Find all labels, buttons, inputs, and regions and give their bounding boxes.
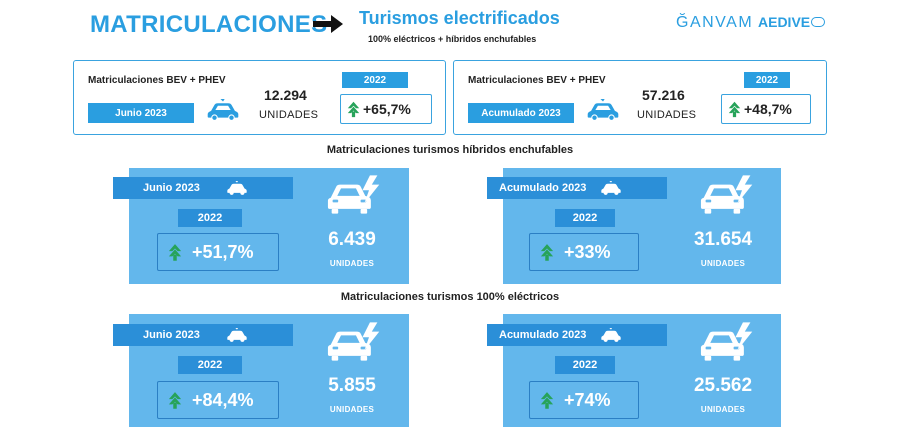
period-pill: Junio 2023 <box>88 103 194 123</box>
summary-label: Matriculaciones BEV + PHEV <box>468 75 606 86</box>
electric-car-icon <box>700 320 756 362</box>
change-value: +48,7% <box>744 101 792 117</box>
aedive-bubble-icon <box>811 17 826 27</box>
ganvam-logo: ĞANVAM <box>676 14 754 31</box>
electric-car-icon <box>327 173 383 215</box>
up-arrow-icon <box>168 390 182 410</box>
period-label: Acumulado 2023 <box>499 182 587 194</box>
electric-car-icon <box>226 181 248 195</box>
period-tab: Junio 2023 <box>113 177 293 199</box>
subtitle-note: 100% eléctricos + híbridos enchufables <box>368 34 537 44</box>
change-value: +65,7% <box>363 101 411 117</box>
page-subtitle: Turismos electrificados <box>359 8 560 28</box>
period-label: Junio 2023 <box>143 329 200 341</box>
summary-value: 12.294 <box>264 87 307 103</box>
up-arrow-icon <box>540 242 554 262</box>
arrow-right-icon <box>313 15 343 33</box>
change-box: +48,7% <box>721 94 811 124</box>
bev-section-title: Matriculaciones turismos 100% eléctricos <box>340 291 560 303</box>
period-label: Acumulado 2023 <box>499 329 587 341</box>
panel-value: 6.439 <box>328 229 376 250</box>
change-box: +84,4% <box>157 381 279 419</box>
up-arrow-icon <box>168 242 182 262</box>
up-arrow-icon <box>728 100 741 118</box>
change-box: +65,7% <box>340 94 432 124</box>
year-pill: 2022 <box>178 209 242 227</box>
change-value: +84,4% <box>192 389 254 410</box>
electric-car-icon <box>327 320 383 362</box>
electric-car-icon <box>586 98 620 122</box>
summary-units: UNIDADES <box>259 109 319 121</box>
up-arrow-icon <box>347 100 360 118</box>
year-pill: 2022 <box>178 356 242 374</box>
summary-value: 57.216 <box>642 87 685 103</box>
summary-card-june: Matriculaciones BEV + PHEV Junio 2023 12… <box>73 60 446 135</box>
phev-section-title: Matriculaciones turismos híbridos enchuf… <box>326 144 574 156</box>
period-tab: Junio 2023 <box>113 324 293 346</box>
change-value: +51,7% <box>192 241 254 262</box>
aedive-logo: AEDIVE <box>758 14 826 30</box>
electric-car-icon <box>700 173 756 215</box>
period-pill: Acumulado 2023 <box>468 103 574 123</box>
year-pill: 2022 <box>555 209 615 227</box>
summary-units: UNIDADES <box>637 109 697 121</box>
change-box: +51,7% <box>157 233 279 271</box>
electric-car-icon <box>206 98 240 122</box>
aedive-logo-text: AEDIVE <box>758 14 811 30</box>
summary-card-cumulative: Matriculaciones BEV + PHEV Acumulado 202… <box>453 60 827 135</box>
change-value: +74% <box>564 389 611 410</box>
panel-units: UNIDADES <box>700 259 746 268</box>
panel-units: UNIDADES <box>329 405 375 414</box>
electric-car-icon <box>226 328 248 342</box>
panel-value: 31.654 <box>693 229 753 250</box>
up-arrow-icon <box>540 390 554 410</box>
year-pill: 2022 <box>342 72 408 88</box>
panel-value: 25.562 <box>693 375 753 396</box>
change-value: +33% <box>564 241 611 262</box>
change-box: +33% <box>529 233 639 271</box>
page-title: MATRICULACIONES <box>90 11 328 38</box>
electric-car-icon <box>600 181 622 195</box>
change-box: +74% <box>529 381 639 419</box>
panel-units: UNIDADES <box>329 259 375 268</box>
panel-value: 5.855 <box>328 375 376 396</box>
period-label: Junio 2023 <box>143 182 200 194</box>
panel-units: UNIDADES <box>700 405 746 414</box>
year-pill: 2022 <box>744 72 790 88</box>
period-tab: Acumulado 2023 <box>487 177 667 199</box>
summary-label: Matriculaciones BEV + PHEV <box>88 75 226 86</box>
period-tab: Acumulado 2023 <box>487 324 667 346</box>
year-pill: 2022 <box>555 356 615 374</box>
electric-car-icon <box>600 328 622 342</box>
